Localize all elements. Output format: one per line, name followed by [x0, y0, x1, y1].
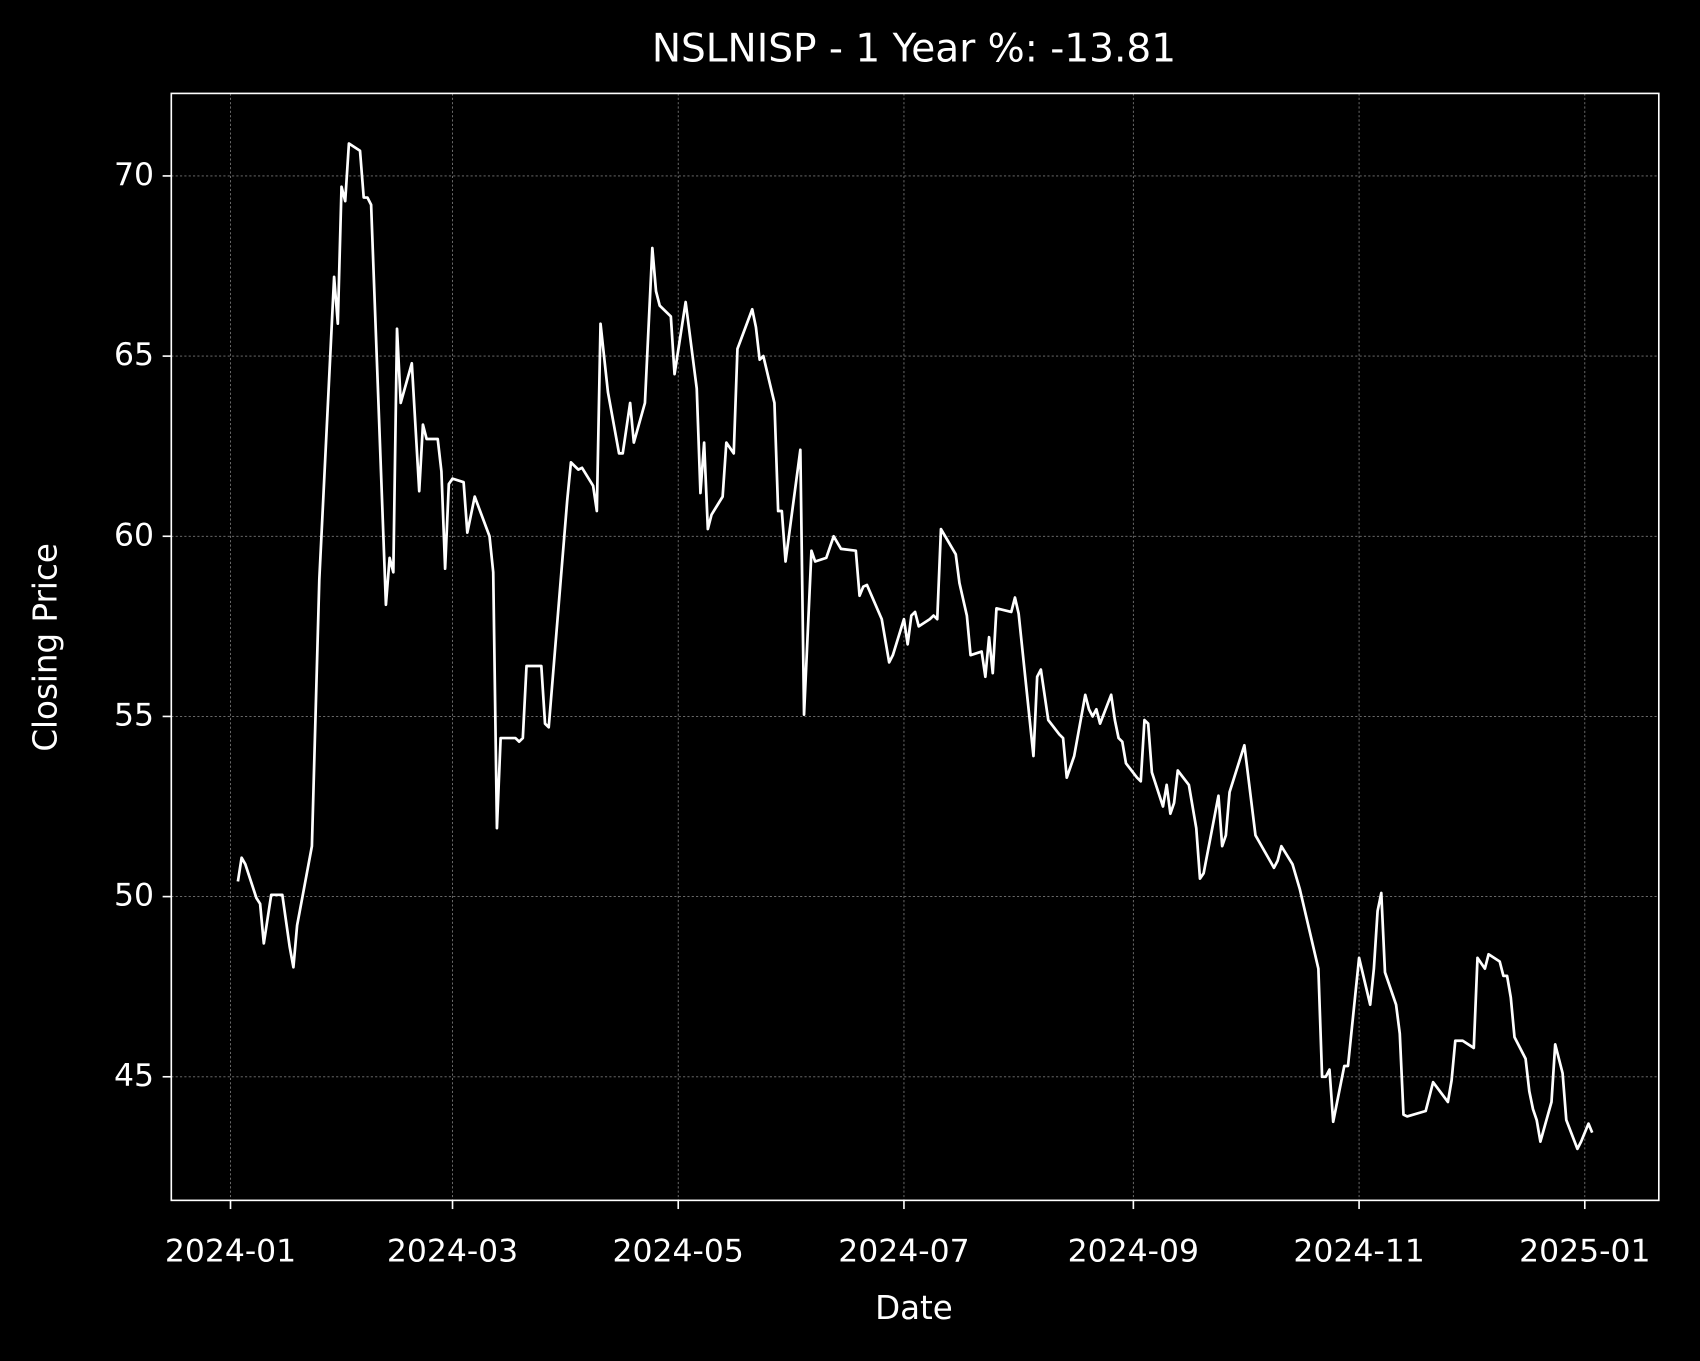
chart-title: NSLNISP - 1 Year %: -13.81 — [652, 27, 1176, 72]
y-tick-label: 50 — [114, 878, 154, 914]
plot-frame — [170, 92, 1660, 1202]
x-tick-label: 2024-09 — [1068, 1233, 1199, 1269]
x-tick-label: 2024-01 — [165, 1233, 296, 1269]
x-tick-label: 2025-01 — [1519, 1233, 1650, 1269]
y-tick-label: 70 — [114, 157, 154, 193]
y-tick-label: 55 — [114, 697, 154, 733]
y-tick-label: 45 — [114, 1058, 154, 1094]
x-tick-label: 2024-07 — [838, 1233, 969, 1269]
y-axis-label: Closing Price — [27, 543, 65, 752]
x-tick-label: 2024-03 — [387, 1233, 518, 1269]
price-line — [236, 142, 1594, 1151]
y-tick-label: 65 — [114, 337, 154, 373]
x-axis-label: Date — [875, 1289, 953, 1327]
y-tick-label: 60 — [114, 517, 154, 553]
x-tick-label: 2024-05 — [613, 1233, 744, 1269]
x-tick-label: 2024-11 — [1293, 1233, 1424, 1269]
